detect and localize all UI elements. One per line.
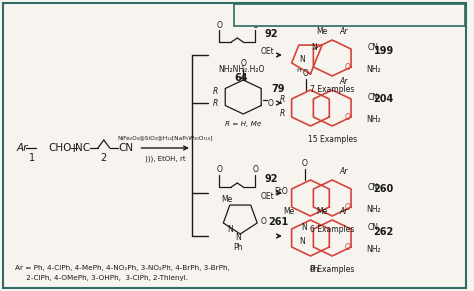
Text: Substituted pyran derivatives: Substituted pyran derivatives [250,10,448,22]
Text: 6 Examples: 6 Examples [310,226,355,235]
Text: 261: 261 [268,217,288,227]
Text: R: R [280,109,285,118]
Text: O: O [252,166,258,175]
Text: O: O [345,113,351,123]
Text: NH₂: NH₂ [366,65,381,74]
Text: OEt: OEt [261,47,275,56]
Text: 2-ClPh, 4-OMePh, 3-OHPh,  3-ClPh, 2-Thienyl.: 2-ClPh, 4-OMePh, 3-OHPh, 3-ClPh, 2-Thien… [15,275,188,281]
Text: O: O [217,20,222,29]
Text: Ph: Ph [310,265,319,274]
Text: CN: CN [368,184,379,193]
Text: 6 Examples: 6 Examples [310,265,355,274]
Text: Me: Me [317,28,328,36]
Text: R: R [213,98,219,107]
Text: O: O [302,70,309,79]
Text: R = H, Me: R = H, Me [225,121,261,127]
Text: O: O [268,98,274,107]
Text: OEt: OEt [261,192,275,201]
Text: 199: 199 [374,46,394,56]
Text: R: R [280,95,285,104]
Text: O: O [301,159,308,168]
Text: NH₂: NH₂ [366,246,381,255]
Text: N: N [301,223,308,233]
Text: Ar: Ar [340,207,348,217]
Text: CN: CN [368,43,379,52]
Text: CN: CN [118,143,134,153]
Text: 64: 64 [235,73,248,83]
Text: +: + [69,141,80,155]
Text: 7 Examples: 7 Examples [310,86,355,95]
Text: N: N [236,233,241,242]
Text: NH₂NH₂.H₂O: NH₂NH₂.H₂O [218,65,264,74]
Text: Ph: Ph [234,244,243,253]
Text: CN: CN [368,223,379,233]
Text: 92: 92 [264,174,278,184]
Text: 262: 262 [374,227,394,237]
Text: Me: Me [283,207,295,217]
Text: NH₂: NH₂ [366,116,381,125]
Text: O: O [252,20,258,29]
Text: 15 Examples: 15 Examples [308,136,357,145]
Text: 1: 1 [28,153,35,163]
Text: Ar: Ar [16,143,27,153]
Text: Me: Me [317,207,328,217]
FancyBboxPatch shape [234,4,465,26]
Text: CHO: CHO [48,143,72,153]
Text: Ar: Ar [340,28,348,36]
Text: Ar = Ph, 4-ClPh, 4-MePh, 4-NO₂Ph, 3-NO₂Ph, 4-BrPh, 3-BrPh,: Ar = Ph, 4-ClPh, 4-MePh, 4-NO₂Ph, 3-NO₂P… [15,265,229,271]
Text: NiFe₂O₄@SiO₂@H₁₄[NaP₅W₃₀O₁₁₀]: NiFe₂O₄@SiO₂@H₁₄[NaP₅W₃₀O₁₁₀] [117,135,213,140]
Text: Ar: Ar [340,77,348,86]
Text: 79: 79 [271,84,284,94]
Text: 92: 92 [264,29,278,39]
Text: EtO: EtO [274,187,288,196]
Text: 260: 260 [374,184,394,194]
Text: O: O [240,59,246,68]
Text: O: O [345,244,351,253]
Text: H: H [296,68,301,72]
Text: 2: 2 [100,153,107,163]
Text: NC: NC [75,143,90,153]
Text: O: O [345,203,351,212]
Text: O: O [261,217,267,226]
Text: Ar: Ar [340,168,348,177]
Text: N: N [228,226,233,235]
Text: 204: 204 [374,94,394,104]
Text: Me: Me [221,196,232,205]
Text: CN: CN [368,93,379,102]
Text: N: N [311,43,317,52]
Text: N: N [300,56,305,65]
Text: N: N [300,237,305,246]
Text: NH₂: NH₂ [366,205,381,214]
Text: O: O [217,166,222,175]
Text: R: R [213,86,219,95]
Text: ))), EtOH, rt: ))), EtOH, rt [145,155,185,162]
Text: O: O [345,63,351,72]
